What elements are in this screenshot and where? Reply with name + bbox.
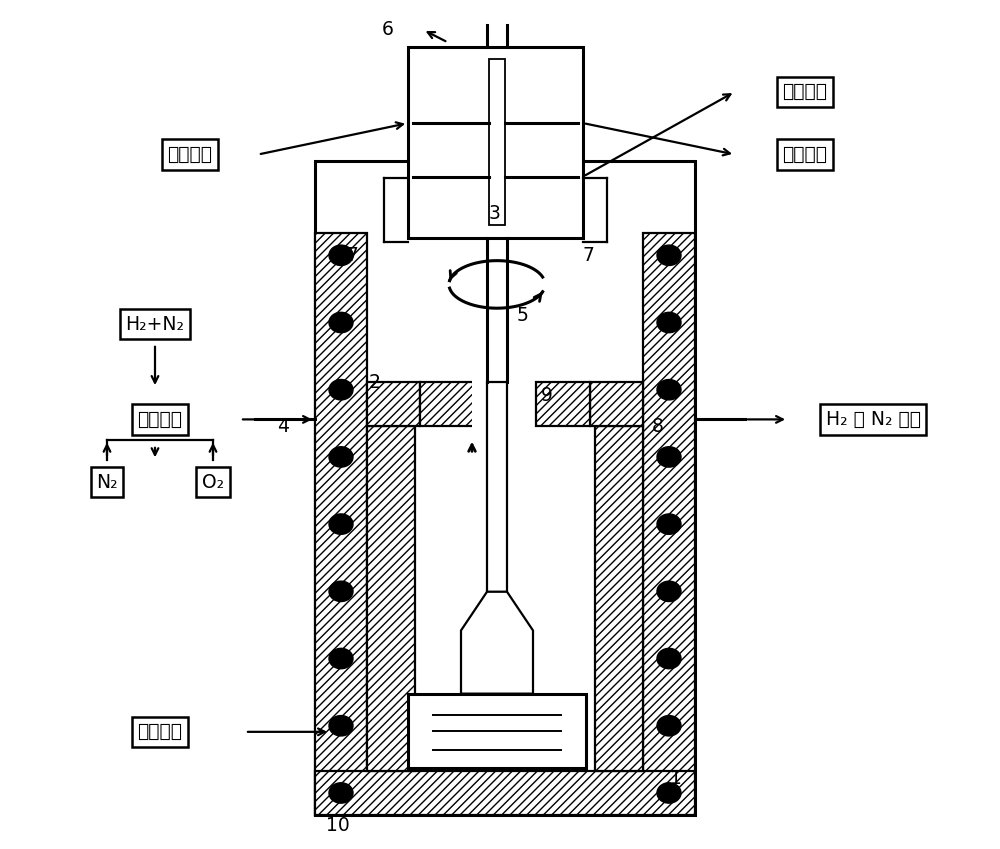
Circle shape [329, 514, 353, 534]
Text: 1: 1 [670, 769, 682, 788]
Bar [489, 59, 505, 225]
Circle shape [329, 783, 353, 803]
Text: 6: 6 [382, 20, 394, 39]
Text: H₂ 和 N₂ 收集: H₂ 和 N₂ 收集 [826, 410, 920, 429]
Text: 气体供应: 气体供应 [138, 410, 182, 429]
Text: 2: 2 [369, 373, 381, 391]
Text: 线圈电源: 线圈电源 [138, 722, 182, 741]
Circle shape [657, 245, 681, 266]
Text: 9: 9 [541, 386, 553, 405]
Text: O₂: O₂ [202, 473, 224, 492]
Bar [595, 426, 643, 771]
Text: 7: 7 [346, 246, 358, 265]
Circle shape [329, 312, 353, 333]
Circle shape [657, 380, 681, 400]
Text: N₂: N₂ [96, 473, 118, 492]
Circle shape [329, 380, 353, 400]
Text: 重量控制: 重量控制 [168, 145, 212, 164]
Bar [315, 161, 695, 815]
Circle shape [329, 582, 353, 602]
Circle shape [657, 582, 681, 602]
Text: H₂+N₂: H₂+N₂ [126, 315, 184, 334]
Circle shape [329, 649, 353, 669]
Bar [367, 426, 415, 771]
Bar [408, 694, 586, 768]
Polygon shape [461, 592, 533, 694]
Bar [420, 382, 474, 426]
Circle shape [329, 447, 353, 467]
Bar [472, 380, 522, 428]
Bar [315, 233, 367, 815]
Circle shape [657, 514, 681, 534]
Bar [408, 47, 583, 238]
Bar [590, 382, 643, 426]
Text: 拉速控制: 拉速控制 [782, 82, 828, 101]
Text: 4: 4 [277, 417, 289, 436]
Text: 5: 5 [516, 306, 528, 325]
Circle shape [657, 649, 681, 669]
Circle shape [329, 245, 353, 266]
Circle shape [657, 716, 681, 736]
Circle shape [329, 716, 353, 736]
Bar [367, 382, 420, 426]
Text: 7: 7 [582, 246, 594, 265]
Circle shape [657, 312, 681, 333]
Text: 旋转控制: 旋转控制 [782, 145, 828, 164]
Bar [643, 233, 695, 815]
Circle shape [657, 783, 681, 803]
Text: 8: 8 [652, 417, 664, 436]
Text: 3: 3 [489, 205, 501, 223]
Bar [315, 771, 695, 815]
Text: 10: 10 [326, 816, 350, 835]
Circle shape [657, 447, 681, 467]
Bar [536, 382, 590, 426]
Bar [487, 382, 507, 592]
